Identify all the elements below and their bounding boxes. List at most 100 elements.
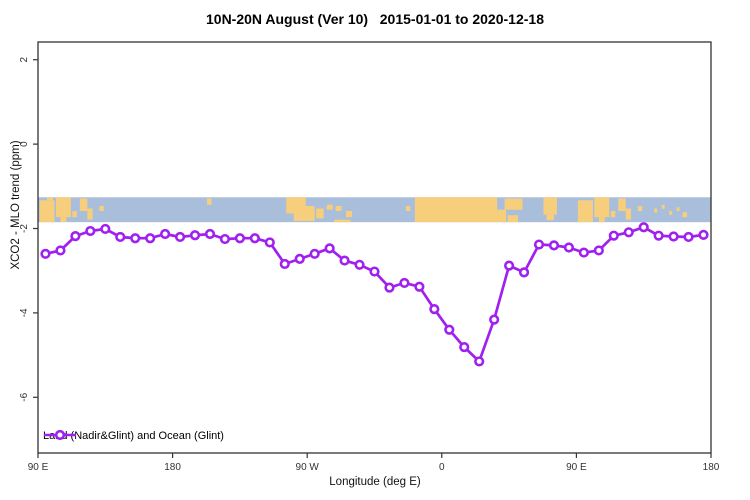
data-point [668,231,679,242]
land-patch [99,205,104,211]
data-point [55,245,66,256]
land-patch [346,210,353,218]
data-point [234,233,245,244]
x-tick-label: 180 [164,462,181,473]
data-point [324,243,335,254]
x-tick-label: 90 E [28,462,49,473]
y-axis-label: XCO2 - MLO trend (ppm) [10,140,22,270]
land-patch [543,197,557,215]
data-point [40,248,51,259]
land-patch [72,210,77,218]
data-point [100,223,111,235]
data-point [294,253,305,264]
ocean-band [38,197,711,223]
x-axis-label: Longitude (deg E) [329,476,421,488]
land-patch [598,217,605,223]
land-patch [682,212,688,218]
data-point [533,239,545,250]
data-point [70,231,81,242]
data-point [309,248,320,259]
land-patch [335,205,342,211]
land-patch [39,200,55,223]
land-patch [577,200,593,223]
data-point [189,230,201,241]
x-tick-label: 180 [703,462,720,473]
land-patch [654,208,658,213]
land-patch [546,214,554,221]
legend-label: Land (Nadir&Glint) and Ocean (Glint) [43,430,224,442]
data-point [399,277,410,289]
data-point [115,231,126,243]
land-patch [206,198,212,205]
data-point [429,304,440,315]
data-point [683,231,694,243]
y-tick-label: 2 [19,56,30,62]
land-patch [46,197,53,201]
data-point [279,258,290,270]
data-point [369,266,380,277]
data-point [264,237,275,248]
data-point [85,225,96,237]
y-tick-label: -4 [19,308,30,317]
data-point [249,233,260,244]
data-point [489,314,500,325]
land-patch [405,205,411,211]
land-patch [637,205,643,211]
data-point [130,233,141,244]
chart-title: 10N-20N August (Ver 10) 2015-01-01 to 20… [206,11,544,27]
land-patch [504,198,523,210]
x-tick-label: 90 W [296,462,320,473]
data-point [698,229,709,240]
land-patch [669,210,673,215]
land-patch [414,197,498,223]
data-point [608,230,619,241]
data-point [593,245,604,256]
legend: Land (Nadir&Glint) and Ocean (Glint) [43,428,224,444]
data-point [339,255,350,266]
data-point [145,233,156,244]
data-point [518,267,530,278]
legend-line-marker-icon [44,429,76,441]
land-patch [610,210,616,218]
land-patch [316,208,324,219]
y-tick-label: -2 [19,224,30,233]
land-patch [60,217,67,223]
x-tick-label: 0 [439,462,445,473]
data-point [414,281,425,292]
data-point [384,282,395,293]
land-patch [676,207,680,211]
land-patch [625,208,631,220]
x-tick-label: 90 E [566,462,587,473]
land-patch [87,208,93,220]
data-point [474,356,485,367]
data-point [623,227,634,238]
data-point [638,222,649,233]
land-patch [618,198,626,211]
land-patch [334,219,351,223]
data-point [204,228,216,240]
y-tick-label: -6 [19,392,30,401]
data-point [354,259,365,270]
land-patch [594,197,610,218]
land-patch [79,198,88,211]
land-patch [507,215,519,223]
data-point [160,228,171,240]
land-patch [326,204,333,210]
data-point [578,247,589,258]
data-point [563,242,575,253]
data-point [444,324,455,335]
land-patch [55,197,71,218]
data-point [174,231,186,243]
land-patch [293,205,315,221]
data-point [459,341,470,353]
land-patch [497,209,507,223]
data-point [219,233,231,245]
data-line [44,225,705,363]
land-patch [661,204,665,209]
y-tick-label: 0 [19,141,30,147]
plot-box [37,41,712,454]
data-point [653,230,664,241]
data-point [504,260,515,271]
